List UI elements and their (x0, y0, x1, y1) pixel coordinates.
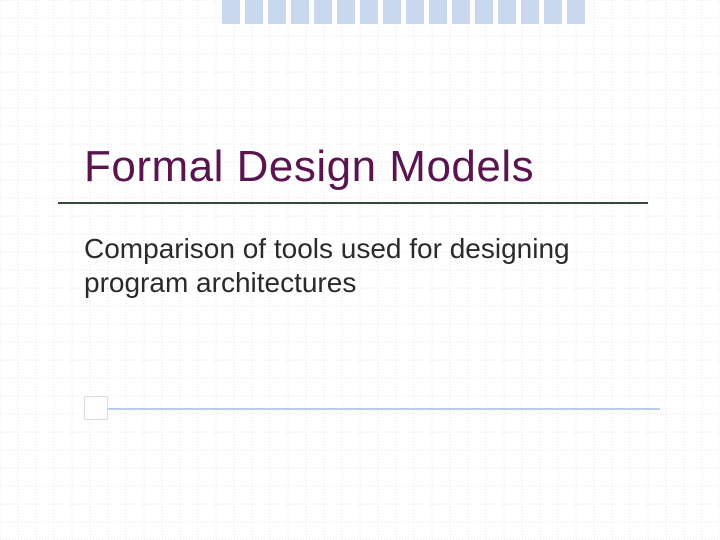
title-underline (58, 202, 648, 204)
corner-square-accent (84, 396, 108, 420)
top-stripe-bar (222, 0, 590, 24)
slide-title: Formal Design Models (84, 142, 534, 192)
slide-subtitle: Comparison of tools used for designing p… (84, 232, 604, 299)
accent-line (100, 408, 660, 410)
presentation-slide: Formal Design Models Comparison of tools… (0, 0, 720, 540)
